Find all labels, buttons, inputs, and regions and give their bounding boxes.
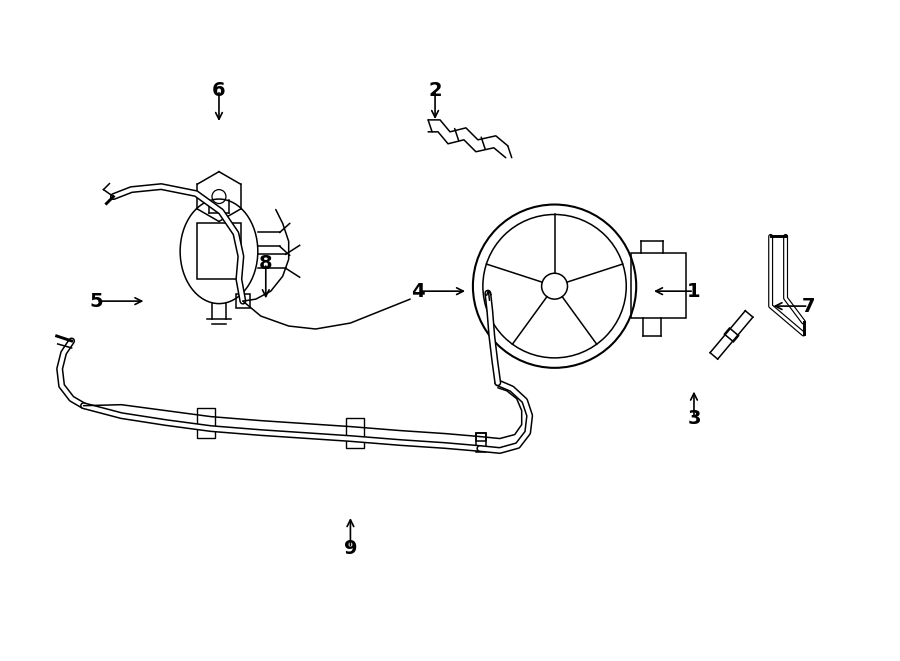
Text: 7: 7: [802, 297, 815, 315]
Text: 9: 9: [344, 539, 357, 558]
Text: 1: 1: [688, 282, 701, 301]
Text: 3: 3: [688, 409, 701, 428]
Bar: [236, 294, 250, 308]
Text: 4: 4: [411, 282, 425, 301]
Text: 6: 6: [212, 81, 226, 100]
Bar: [724, 328, 739, 342]
Bar: [631, 253, 686, 318]
Text: 8: 8: [259, 254, 273, 273]
Text: 5: 5: [90, 292, 104, 311]
Text: 2: 2: [428, 81, 442, 100]
